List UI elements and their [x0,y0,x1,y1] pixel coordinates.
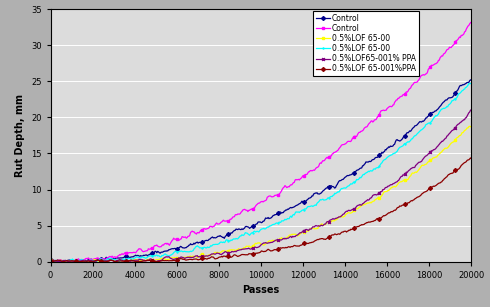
Control [468,78,474,82]
0.5%LOF 65-00 [459,89,465,93]
Control [48,260,53,264]
0.5%LOF 65-001%PPA [78,260,84,263]
Control [458,33,464,37]
0.5%LOF 65-00 [248,231,254,235]
0.5%LOF65-001% PPA [248,247,254,251]
0.5%LOF 65-00 [65,260,71,263]
Control [48,258,53,262]
0.5%LOF 65-00 [48,259,53,263]
0.5%LOF65-001% PPA [299,230,305,234]
0.5%LOF 65-00 [468,81,474,85]
Control [251,223,257,227]
Line: Control: Control [49,21,473,263]
0.5%LOF 65-00 [468,124,474,128]
0.5%LOF 65-00 [48,258,53,262]
Line: Control: Control [49,79,473,263]
0.5%LOF 65-00 [52,260,58,264]
Y-axis label: Rut Depth, mm: Rut Depth, mm [15,94,25,177]
0.5%LOF65-001% PPA [393,180,399,184]
Control [250,208,256,211]
0.5%LOF 65-00 [299,231,305,234]
0.5%LOF 65-00 [251,243,257,247]
0.5%LOF 65-001%PPA [299,243,305,247]
0.5%LOF65-001% PPA [459,119,465,123]
Control [393,138,399,142]
Control [459,83,465,87]
0.5%LOF 65-001%PPA [393,208,399,211]
Control [275,193,281,196]
0.5%LOF 65-00 [299,208,305,212]
0.5%LOF65-001% PPA [276,239,282,242]
Line: 0.5%LOF 65-00: 0.5%LOF 65-00 [49,125,473,263]
0.5%LOF 65-00 [466,124,472,128]
Line: 0.5%LOF 65-001%PPA: 0.5%LOF 65-001%PPA [49,157,473,263]
0.5%LOF 65-00 [459,131,465,134]
0.5%LOF 65-001%PPA [48,259,53,263]
0.5%LOF65-001% PPA [48,259,53,262]
0.5%LOF 65-00 [276,220,282,224]
Legend: Control, Control, 0.5%LOF 65-00, 0.5%LOF 65-00, 0.5%LOF65-001% PPA, 0.5%LOF 65-0: Control, Control, 0.5%LOF 65-00, 0.5%LOF… [313,10,419,76]
Control [276,210,282,214]
0.5%LOF 65-001%PPA [468,157,474,161]
Control [247,208,253,211]
0.5%LOF65-001% PPA [54,260,60,263]
Control [467,78,473,82]
Control [248,225,254,229]
Line: 0.5%LOF65-001% PPA: 0.5%LOF65-001% PPA [49,108,473,263]
0.5%LOF65-001% PPA [251,246,257,250]
Control [298,177,304,180]
0.5%LOF65-001% PPA [468,108,474,111]
0.5%LOF 65-00 [276,238,282,241]
Line: 0.5%LOF 65-00: 0.5%LOF 65-00 [49,82,473,263]
0.5%LOF 65-00 [248,246,254,249]
0.5%LOF 65-001%PPA [467,156,473,160]
Control [74,260,80,264]
0.5%LOF 65-00 [251,230,257,233]
Control [468,20,474,24]
0.5%LOF 65-00 [393,184,399,188]
0.5%LOF 65-001%PPA [459,163,465,167]
Control [392,99,398,103]
0.5%LOF 65-001%PPA [248,252,254,256]
0.5%LOF 65-001%PPA [251,252,257,256]
X-axis label: Passes: Passes [243,285,280,295]
Control [299,200,305,203]
0.5%LOF 65-001%PPA [276,247,282,251]
0.5%LOF 65-00 [393,150,399,154]
